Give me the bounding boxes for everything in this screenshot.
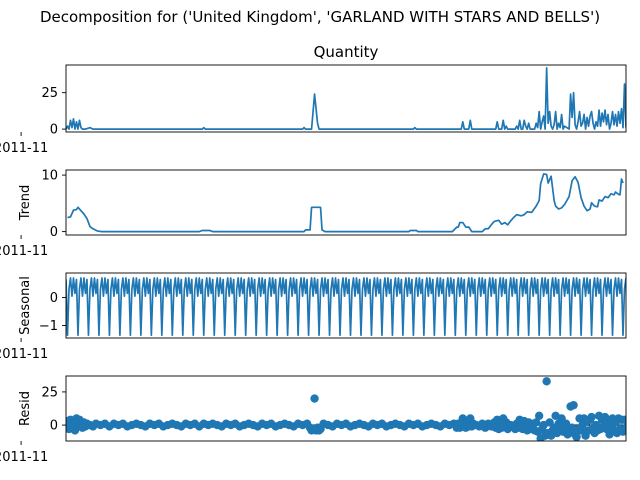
trend-axes-frame (65, 169, 627, 236)
seasonal-axes-frame (65, 272, 627, 339)
trend-ylabel: Trend (18, 185, 33, 222)
resid-point-167 (561, 419, 571, 428)
seasonal-data (66, 277, 626, 337)
seasonal-ylabel: Seasonal (18, 276, 33, 335)
seasonal-panel: Seasonal2011-012011-032011-052011-072011… (0, 272, 627, 362)
resid-panel: Resid2011-012011-032011-052011-072011-09… (0, 375, 627, 465)
resid-point-147 (531, 418, 541, 427)
resid-ylabel: Resid (18, 391, 33, 426)
seasonal-ytick-label-0: 0 (50, 291, 58, 306)
resid-point-68 (310, 394, 319, 403)
resid-axes-frame (65, 375, 627, 442)
quantity-axes-frame (65, 64, 627, 133)
trend-panel: Trend2011-012011-032011-052011-072011-09… (0, 169, 627, 259)
seasonal-line (66, 277, 626, 337)
trend-line (67, 173, 624, 233)
resid-point-184 (587, 412, 596, 422)
quantity-ytick-label-1: 25 (41, 86, 58, 101)
quantity-xtick-label-5: 2011-11 (0, 141, 48, 156)
quantity-title: Quantity (314, 43, 379, 61)
resid-ytick-label-0: 0 (50, 419, 58, 434)
trend-ytick-label-0: 0 (50, 225, 58, 240)
seasonal-xtick-label-5: 2011-11 (0, 347, 48, 362)
resid-ytick-label-1: 25 (41, 385, 58, 400)
resid-point-207 (621, 423, 626, 432)
resid-point-172 (569, 400, 578, 410)
quantity-line (66, 67, 626, 130)
figure-title: Decomposition for ('United Kingdom', 'GA… (40, 8, 600, 26)
resid-point-174 (572, 432, 581, 441)
trend-xtick-label-5: 2011-11 (0, 244, 48, 259)
resid-point-206 (620, 415, 626, 424)
quantity-panel: Quantity2011-012011-032011-052011-072011… (0, 43, 627, 156)
trend-data (67, 173, 624, 233)
quantity-data (66, 67, 626, 130)
decomposition-panels: Quantity2011-012011-032011-052011-072011… (0, 43, 627, 465)
resid-data (66, 377, 626, 441)
resid-point-149 (534, 411, 544, 420)
quantity-ytick-label-0: 0 (50, 123, 58, 138)
seasonal-ytick-label-1: −1 (39, 319, 58, 334)
resid-xtick-label-5: 2011-11 (0, 450, 48, 465)
resid-point-154 (542, 377, 551, 386)
trend-ytick-label-1: 10 (41, 169, 58, 184)
